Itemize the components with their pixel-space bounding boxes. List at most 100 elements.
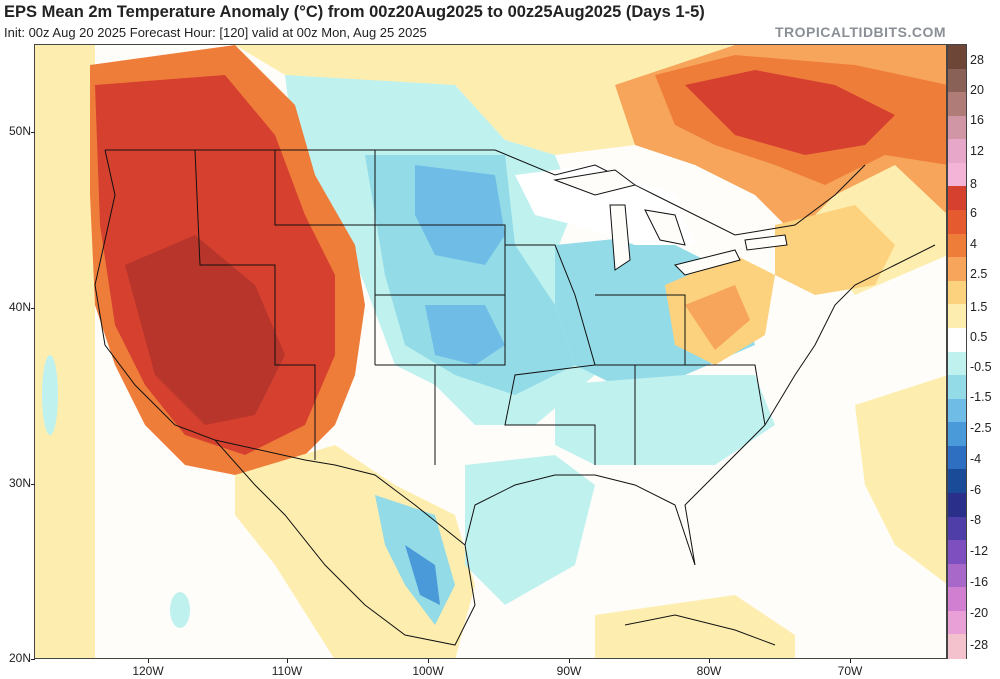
colorbar-segment [948,634,966,659]
colorbar-label: -20 [970,606,989,620]
colorbar-label: -16 [970,575,989,589]
region-southeast-cool [555,375,775,465]
colorbar-segment [948,186,966,211]
colorbar-label: -1.5 [970,390,992,404]
colorbar-label: -12 [970,544,989,558]
region-pacific-cool-spot [170,592,190,628]
colorbar-segment [948,422,966,447]
colorbar-segment [948,445,966,470]
caribbean-islands [624,614,776,646]
latitude-tick [31,308,35,309]
latitude-label: 20N [8,651,31,665]
colorbar-segment [948,92,966,117]
colorbar-segment [948,280,966,305]
colorbar-label: 1.5 [970,300,988,314]
colorbar-segment [948,327,966,353]
colorbar-label: 2.5 [970,267,988,281]
longitude-label: 70W [837,664,863,678]
colorbar-segment [948,540,966,565]
colorbar-label: 6 [970,206,977,220]
longitude-label: 80W [696,664,722,678]
colorbar-label: -8 [970,513,982,527]
region-gulf-cool [465,455,595,605]
coastline [94,149,936,646]
colorbar-label: 16 [970,113,984,127]
region-pacific-mild [35,45,95,658]
latitude-label: 50N [8,124,31,138]
region-mexico-mild [235,445,475,658]
colorbar-segment [948,45,966,70]
brand-watermark: TROPICALTIDBITS.COM [774,24,946,40]
colorbar-label: -6 [970,483,982,497]
colorbar-label: 12 [970,144,984,158]
political-boundaries [94,149,936,646]
region-appalachian-warmer [685,285,750,350]
region-quebec-hot [685,70,895,155]
longitude-tick [287,659,288,663]
anomaly-map [34,44,947,659]
longitude-label: 110W [271,664,303,678]
region-northeast-mild [775,205,895,295]
colorbar [947,44,967,659]
longitude-tick [709,659,710,663]
colorbar-segment [948,469,966,494]
colorbar-segment [948,233,966,258]
region-great-lakes-neutral [515,165,695,245]
colorbar-label: 8 [970,177,977,191]
colorbar-label: 20 [970,83,984,97]
state-lines-mississippi [504,244,596,465]
colorbar-segment [948,375,966,400]
colorbar-segment [948,610,966,636]
region-kansas-cool [425,305,505,365]
lake-michigan [609,204,631,271]
region-caribbean-mild [595,595,795,658]
state-lines-southern-plains [375,225,506,465]
cuba-outline [624,614,776,646]
longitude-label: 100W [412,664,444,678]
colorbar-segment [948,162,966,188]
us-mexico-border [214,439,466,546]
lake-superior [553,169,637,196]
longitude-label: 90W [556,664,582,678]
region-great-basin-hot [125,235,285,425]
latitude-tick [31,659,35,660]
region-mexico-cold [405,545,440,605]
colorbar-label: 0.5 [970,330,988,344]
colorbar-segment [948,563,966,588]
latitude-tick [31,484,35,485]
colorbar-segment [948,351,966,376]
lake-erie [674,249,741,276]
colorbar-segment [948,210,966,235]
longitude-label: 120W [132,664,164,678]
colorbar-segment [948,139,966,164]
region-atlantic-mild [855,375,946,584]
latitude-tick [31,132,35,133]
colorbar-label: -2.5 [970,421,992,435]
colorbar-label: -28 [970,638,989,652]
latitude-label: 30N [8,476,31,490]
lake-ontario [744,234,788,251]
colorbar-segment [948,398,966,423]
colorbar-label: -0.5 [970,360,992,374]
colorbar-segment [948,115,966,140]
colorbar-segment [948,304,966,329]
colorbar-label: 28 [970,53,984,67]
great-lakes [553,169,788,276]
longitude-tick [850,659,851,663]
colorbar-segment [948,68,966,93]
map-title: EPS Mean 2m Temperature Anomaly (°C) fro… [4,3,705,21]
state-lines-east [595,294,766,465]
region-dakotas-cool [415,165,505,265]
longitude-tick [428,659,429,663]
colorbar-segment [948,587,966,612]
colorbar-segment [948,257,966,282]
us-canada-border-east [494,149,866,236]
colorbar-segment [948,492,966,518]
state-lines-west [194,149,316,460]
latitude-label: 40N [8,300,31,314]
region-pacific-cool-strip [42,355,58,435]
map-canvas [35,45,946,658]
lake-huron [644,209,686,246]
colorbar-segment [948,516,966,541]
map-subtitle: Init: 00z Aug 20 2025 Forecast Hour: [12… [4,25,427,40]
